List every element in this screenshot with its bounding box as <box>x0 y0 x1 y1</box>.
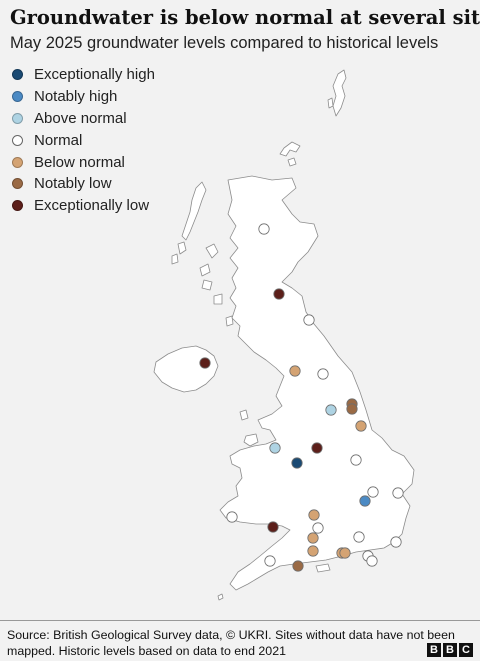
legend-label: Notably low <box>34 175 112 193</box>
site-marker <box>269 442 281 454</box>
site-marker <box>317 368 329 380</box>
site-marker <box>311 442 323 454</box>
site-marker <box>346 403 358 415</box>
circle-marker-icon <box>12 134 23 146</box>
chart-title: Groundwater is below normal at several s… <box>10 6 480 29</box>
legend-label: Below normal <box>34 153 125 171</box>
source-line-1: Source: British Geological Survey data, … <box>7 628 455 642</box>
site-marker <box>289 365 301 377</box>
great-britain <box>219 175 415 591</box>
legend-item: Exceptionally low <box>12 195 155 217</box>
site-marker <box>366 555 378 567</box>
site-marker <box>350 454 362 466</box>
anglesey <box>243 433 259 447</box>
site-marker <box>292 560 304 572</box>
site-marker <box>307 545 319 557</box>
chart-subtitle: May 2025 groundwater levels compared to … <box>10 34 439 52</box>
site-marker <box>359 495 371 507</box>
site-marker <box>199 357 211 369</box>
source-note: Source: British Geological Survey data, … <box>7 627 455 659</box>
site-marker <box>353 531 365 543</box>
site-marker <box>367 486 379 498</box>
site-marker <box>291 457 303 469</box>
bbc-logo-letter: B <box>427 643 441 657</box>
circle-marker-icon <box>12 200 23 212</box>
uk-map <box>153 69 415 601</box>
bbc-logo: B B C <box>427 643 473 657</box>
northern-ireland <box>153 345 219 393</box>
site-marker <box>303 314 315 326</box>
circle-marker-icon <box>12 112 23 124</box>
bbc-logo-letter: B <box>443 643 457 657</box>
site-marker <box>355 420 367 432</box>
legend-item: Exceptionally high <box>12 64 155 86</box>
source-line-2: mapped. Historic levels based on data to… <box>7 644 286 658</box>
legend-item: Notably low <box>12 173 155 195</box>
site-marker <box>273 288 285 300</box>
site-marker <box>312 522 324 534</box>
site-marker <box>390 536 402 548</box>
site-marker <box>258 223 270 235</box>
footer: Source: British Geological Survey data, … <box>0 620 480 661</box>
circle-marker-icon <box>12 91 23 103</box>
circle-marker-icon <box>12 156 23 168</box>
legend-item: Normal <box>12 129 155 151</box>
legend-item: Above normal <box>12 108 155 130</box>
bbc-logo-letter: C <box>459 643 473 657</box>
site-marker <box>267 521 279 533</box>
legend-item: Notably high <box>12 86 155 108</box>
site-markers <box>199 223 404 572</box>
legend-label: Normal <box>34 131 83 149</box>
isle-of-man <box>239 409 249 421</box>
site-marker <box>392 487 404 499</box>
orkney-islands <box>279 141 301 157</box>
site-marker <box>264 555 276 567</box>
circle-marker-icon <box>12 178 23 190</box>
legend-label: Above normal <box>34 109 127 127</box>
isle-of-wight <box>315 563 331 573</box>
site-marker <box>325 404 337 416</box>
site-marker <box>307 532 319 544</box>
legend-item: Below normal <box>12 151 155 173</box>
site-marker <box>339 547 351 559</box>
circle-marker-icon <box>12 69 23 81</box>
shetland-islands <box>332 69 347 117</box>
legend: Exceptionally high Notably high Above norm… <box>12 64 155 217</box>
legend-label: Exceptionally low <box>34 197 150 215</box>
legend-label: Notably high <box>34 88 118 106</box>
site-marker <box>226 511 238 523</box>
outer-hebrides <box>181 181 207 241</box>
legend-label: Exceptionally high <box>34 66 155 84</box>
site-marker <box>308 509 320 521</box>
